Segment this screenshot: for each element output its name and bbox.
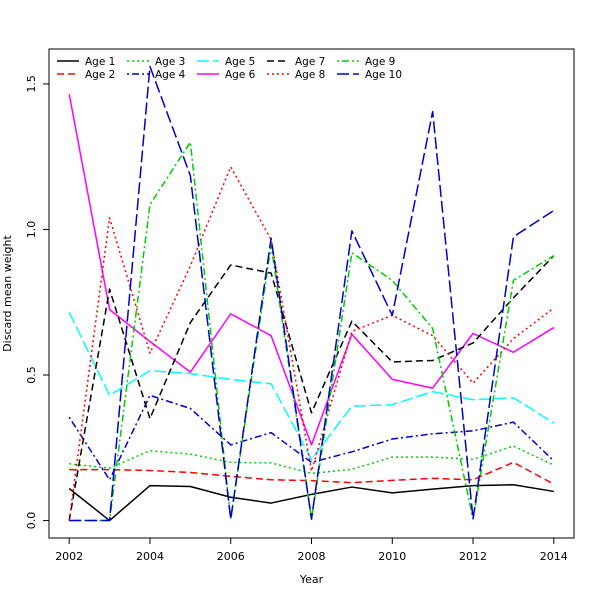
y-tick-label: 0.5 (25, 366, 38, 384)
series-line-age-1 (68, 483, 554, 522)
legend-label: Age 5 (225, 56, 255, 68)
series-line-age-8 (68, 166, 555, 521)
x-axis: 2002 2004 2006 2008 2010 2012 2014 (55, 538, 568, 563)
series-line-age-2 (69, 461, 555, 485)
x-tick-label: 2014 (540, 550, 568, 563)
legend-label: Age 9 (365, 56, 395, 68)
legend-label: Age 4 (155, 69, 186, 81)
legend-label: Age 8 (295, 69, 325, 81)
legend-label: Age 3 (155, 56, 185, 68)
plot-frame (48, 48, 575, 539)
legend-label: Age 7 (295, 56, 325, 68)
y-axis: 0.0 0.5 1.0 1.5 (25, 75, 49, 529)
y-tick-label: 1.0 (25, 221, 38, 239)
series-line-age-10 (69, 65, 555, 522)
x-tick-label: 2004 (136, 550, 164, 563)
series-line-age-7 (68, 255, 555, 521)
x-axis-title: Year (299, 573, 324, 586)
series-layer (68, 65, 555, 522)
x-tick-label: 2006 (217, 550, 245, 563)
series-line-age-6 (68, 93, 555, 446)
y-tick-label: 1.5 (25, 75, 38, 93)
legend-label: Age 2 (85, 69, 115, 81)
x-tick-label: 2010 (378, 550, 406, 563)
x-tick-label: 2012 (459, 550, 487, 563)
y-tick-label: 0.0 (25, 512, 38, 530)
x-tick-label: 2008 (298, 550, 326, 563)
y-axis-title: Discard mean weight (1, 235, 14, 352)
legend-label: Age 1 (85, 56, 115, 68)
series-line-age-5 (68, 312, 555, 461)
legend-label: Age 10 (365, 69, 402, 81)
x-tick-label: 2002 (55, 550, 83, 563)
legend-label: Age 6 (225, 69, 256, 81)
